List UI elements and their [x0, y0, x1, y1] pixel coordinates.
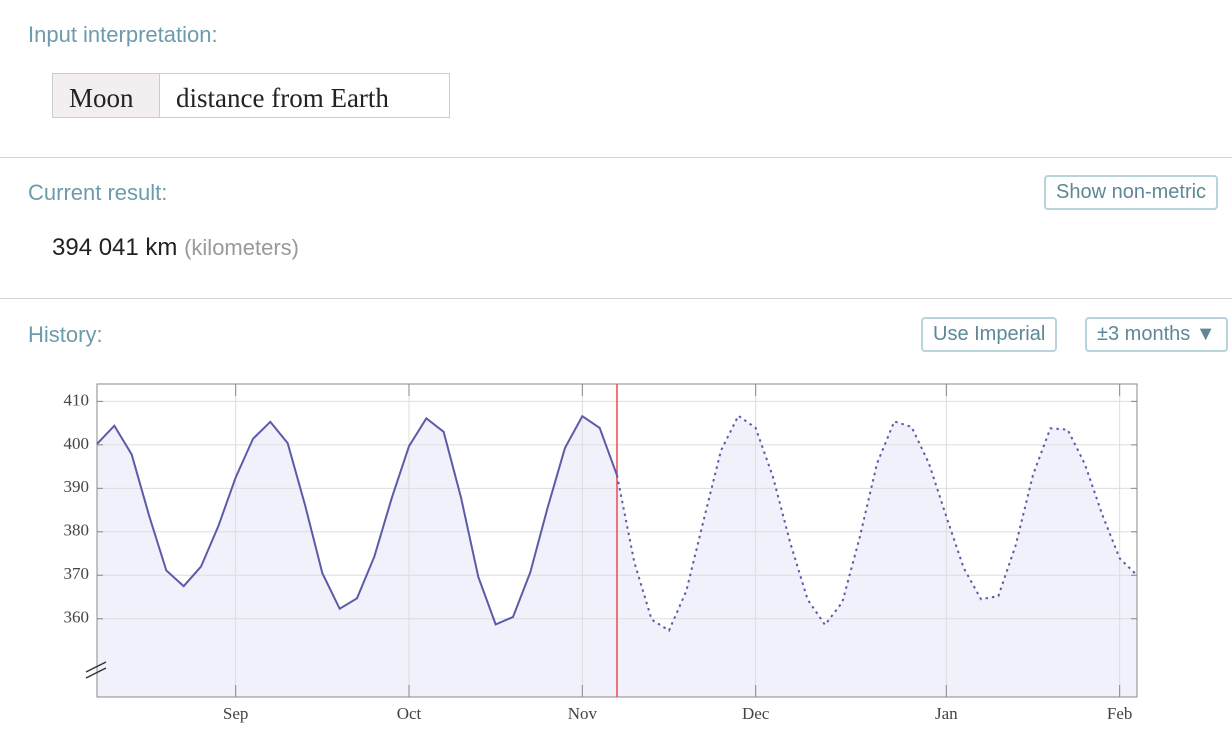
x-tick-label: Sep	[223, 704, 249, 723]
unit-note: (kilometers)	[184, 235, 299, 260]
chart: 360 370 380 390 400 410 Sep Oct Nov Dec Jan Feb	[64, 383, 1138, 723]
value: 394 041 km	[52, 234, 178, 261]
y-tick-label: 360	[64, 608, 90, 627]
input-part: Moon	[52, 73, 160, 118]
y-tick-label: 380	[64, 521, 90, 540]
x-tick-label: Oct	[397, 704, 422, 723]
input-part: distance from Earth	[159, 73, 450, 118]
separator	[0, 157, 1232, 158]
button[interactable]: Show non-metric	[1044, 175, 1219, 210]
x-tick-label: Dec	[742, 704, 770, 723]
x-tick-label: Nov	[568, 704, 598, 723]
separator	[0, 298, 1232, 299]
section-label: Current result:	[28, 180, 168, 205]
area	[97, 416, 617, 697]
y-tick-label: 400	[64, 434, 90, 453]
result-value: 394 041 km (kilometers)	[52, 234, 299, 262]
section-label: Input interpretation:	[28, 22, 218, 47]
axis-break	[85, 661, 107, 679]
line	[616, 414, 1138, 632]
y-tick-label: 390	[64, 477, 90, 496]
section-label: History:	[28, 322, 103, 347]
y-tick-label: 410	[64, 390, 90, 409]
line	[96, 414, 618, 626]
x-tick-label: Jan	[935, 704, 958, 723]
button[interactable]: Use Imperial	[921, 317, 1058, 352]
x-tick-label: Feb	[1107, 704, 1133, 723]
button[interactable]: ±3 months ▼	[1085, 317, 1228, 352]
area	[617, 415, 1137, 697]
y-tick-label: 370	[64, 564, 90, 583]
